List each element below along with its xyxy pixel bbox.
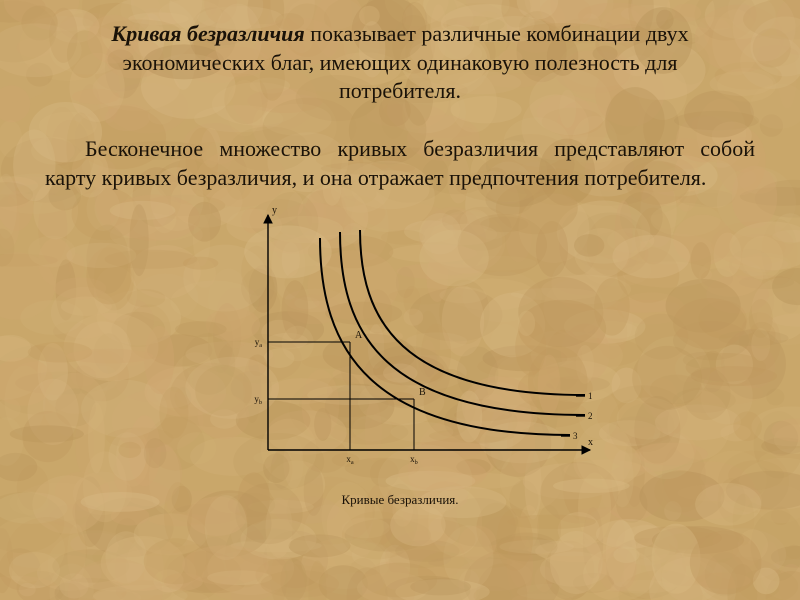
svg-text:ya: ya [255, 337, 263, 349]
svg-text:xb: xb [410, 454, 418, 466]
svg-text:x: x [588, 437, 593, 448]
svg-text:1: 1 [588, 391, 593, 401]
chart-caption: Кривые безразличия. [341, 492, 458, 508]
term-bold: Кривая безразличия [111, 21, 304, 46]
svg-text:xa: xa [346, 454, 354, 466]
definition-paragraph: Кривая безразличия показывает различные … [45, 20, 755, 106]
svg-text:yb: yb [254, 394, 262, 406]
explanation-paragraph: Бесконечное множество кривых безразличия… [45, 134, 755, 192]
svg-text:3: 3 [573, 431, 578, 441]
svg-text:B: B [419, 387, 426, 398]
svg-text:2: 2 [588, 411, 593, 421]
slide-content: Кривая безразличия показывает различные … [45, 20, 755, 508]
svg-text:y: y [272, 205, 277, 216]
indifference-curves-chart: y x 1 23 A Bya yb xa xb [190, 200, 610, 490]
svg-text:A: A [355, 330, 363, 341]
slide: Кривая безразличия показывает различные … [0, 0, 800, 600]
chart-container: y x 1 23 A Bya yb xa xb Кривые безразличия. [45, 200, 755, 508]
